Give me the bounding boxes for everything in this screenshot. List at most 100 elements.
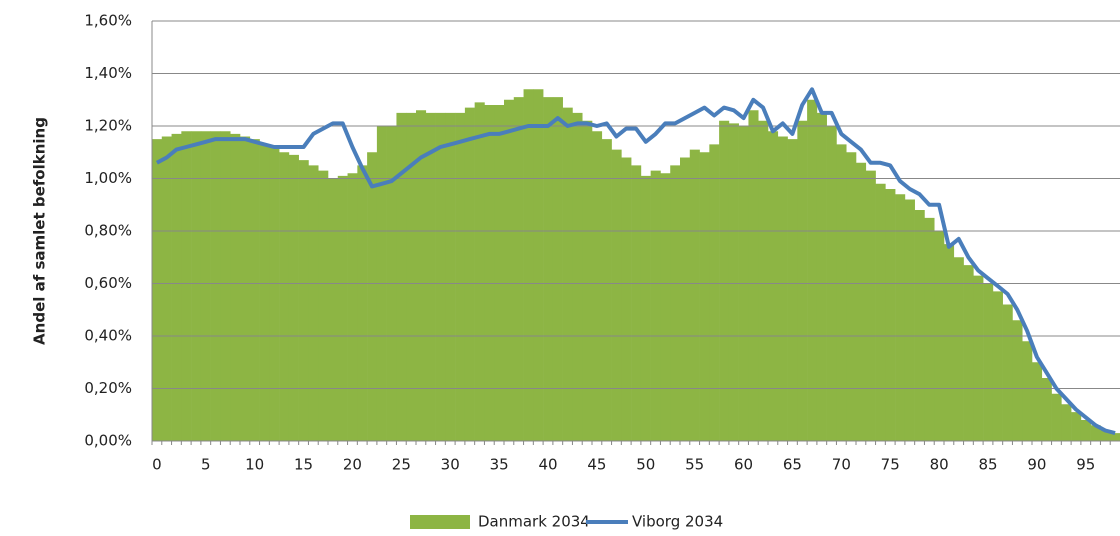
bar: [308, 165, 319, 441]
x-tick-label: 40: [538, 456, 557, 474]
bar: [836, 144, 847, 441]
bar: [504, 99, 515, 441]
bar: [161, 136, 172, 441]
bar: [699, 152, 710, 441]
y-tick-label: 1,40%: [84, 64, 132, 82]
bar: [181, 131, 192, 441]
bar: [1080, 420, 1091, 441]
y-tick-label: 0,80%: [84, 222, 132, 240]
x-tick-label: 20: [343, 456, 362, 474]
bar: [963, 265, 974, 441]
bar: [552, 97, 563, 441]
bar: [523, 89, 534, 441]
bar: [797, 120, 808, 441]
x-tick-label: 65: [783, 456, 802, 474]
bar: [768, 131, 779, 441]
bar: [230, 133, 241, 441]
bar: [1041, 378, 1052, 441]
x-tick-label: 45: [587, 456, 606, 474]
bar: [249, 139, 260, 441]
bar: [1110, 433, 1120, 441]
bar: [1012, 320, 1023, 441]
bar: [367, 152, 378, 441]
y-tick-label: 0,00%: [84, 432, 132, 450]
bar: [807, 99, 818, 441]
bar: [464, 107, 475, 441]
x-tick-label: 30: [441, 456, 460, 474]
y-tick-label: 1,20%: [84, 117, 132, 135]
bar: [435, 112, 446, 441]
bar: [533, 89, 544, 441]
bar: [1022, 341, 1033, 441]
bar: [318, 170, 329, 441]
bar: [719, 120, 730, 441]
x-tick-label: 35: [490, 456, 509, 474]
bar: [200, 131, 211, 441]
bar: [328, 178, 339, 441]
bar: [298, 160, 309, 441]
bar: [1051, 393, 1062, 441]
bar: [494, 105, 505, 441]
bar: [592, 131, 603, 441]
bar: [572, 112, 583, 441]
bar: [816, 112, 827, 441]
bar: [611, 149, 622, 441]
bar: [357, 165, 368, 441]
x-tick-label: 85: [978, 456, 997, 474]
bar: [425, 112, 436, 441]
x-tick-label: 15: [294, 456, 313, 474]
bar: [689, 149, 700, 441]
bar: [670, 165, 681, 441]
bar: [631, 165, 642, 441]
bar: [904, 199, 915, 441]
bar: [953, 257, 964, 441]
bar: [640, 175, 651, 441]
bar: [650, 170, 661, 441]
line: [155, 87, 1116, 436]
x-tick-label: 95: [1076, 456, 1095, 474]
bar: [758, 120, 769, 441]
bar: [474, 102, 485, 441]
bar: [992, 291, 1003, 441]
bar: [856, 162, 867, 441]
y-axis-label: Andel af samlet befolkning: [31, 117, 49, 345]
bar: [191, 131, 202, 441]
bar: [660, 173, 671, 441]
y-tick-label: 0,60%: [84, 274, 132, 292]
bar: [406, 112, 417, 441]
x-tick-label: 60: [734, 456, 753, 474]
y-tick-label: 0,40%: [84, 327, 132, 345]
x-tick-label: 25: [392, 456, 411, 474]
legend-label: Danmark 2034: [478, 513, 590, 531]
x-tick-label: 90: [1027, 456, 1046, 474]
bar: [728, 123, 739, 441]
bar: [1061, 404, 1072, 441]
bar: [259, 144, 270, 441]
bar: [445, 112, 456, 441]
x-tick-label: 0: [152, 456, 162, 474]
bar: [787, 139, 798, 441]
bar: [748, 110, 759, 441]
bar: [777, 136, 788, 441]
x-tick-label: 70: [832, 456, 851, 474]
bar: [1090, 425, 1101, 441]
x-tick-label: 55: [685, 456, 704, 474]
bar: [709, 144, 720, 441]
bar: [1032, 362, 1043, 441]
legend-label: Viborg 2034: [632, 513, 723, 531]
x-tick-label: 80: [930, 456, 949, 474]
x-tick-label: 10: [245, 456, 264, 474]
bar: [152, 139, 163, 441]
y-tick-label: 1,00%: [84, 169, 132, 187]
bar: [240, 136, 251, 441]
bar: [543, 97, 554, 441]
bar: [601, 139, 612, 441]
bar: [562, 107, 573, 441]
bar: [220, 131, 231, 441]
x-tick-label: 50: [636, 456, 655, 474]
bar: [846, 152, 857, 441]
bar: [484, 105, 495, 441]
bar: [885, 189, 896, 441]
bar: [347, 173, 358, 441]
